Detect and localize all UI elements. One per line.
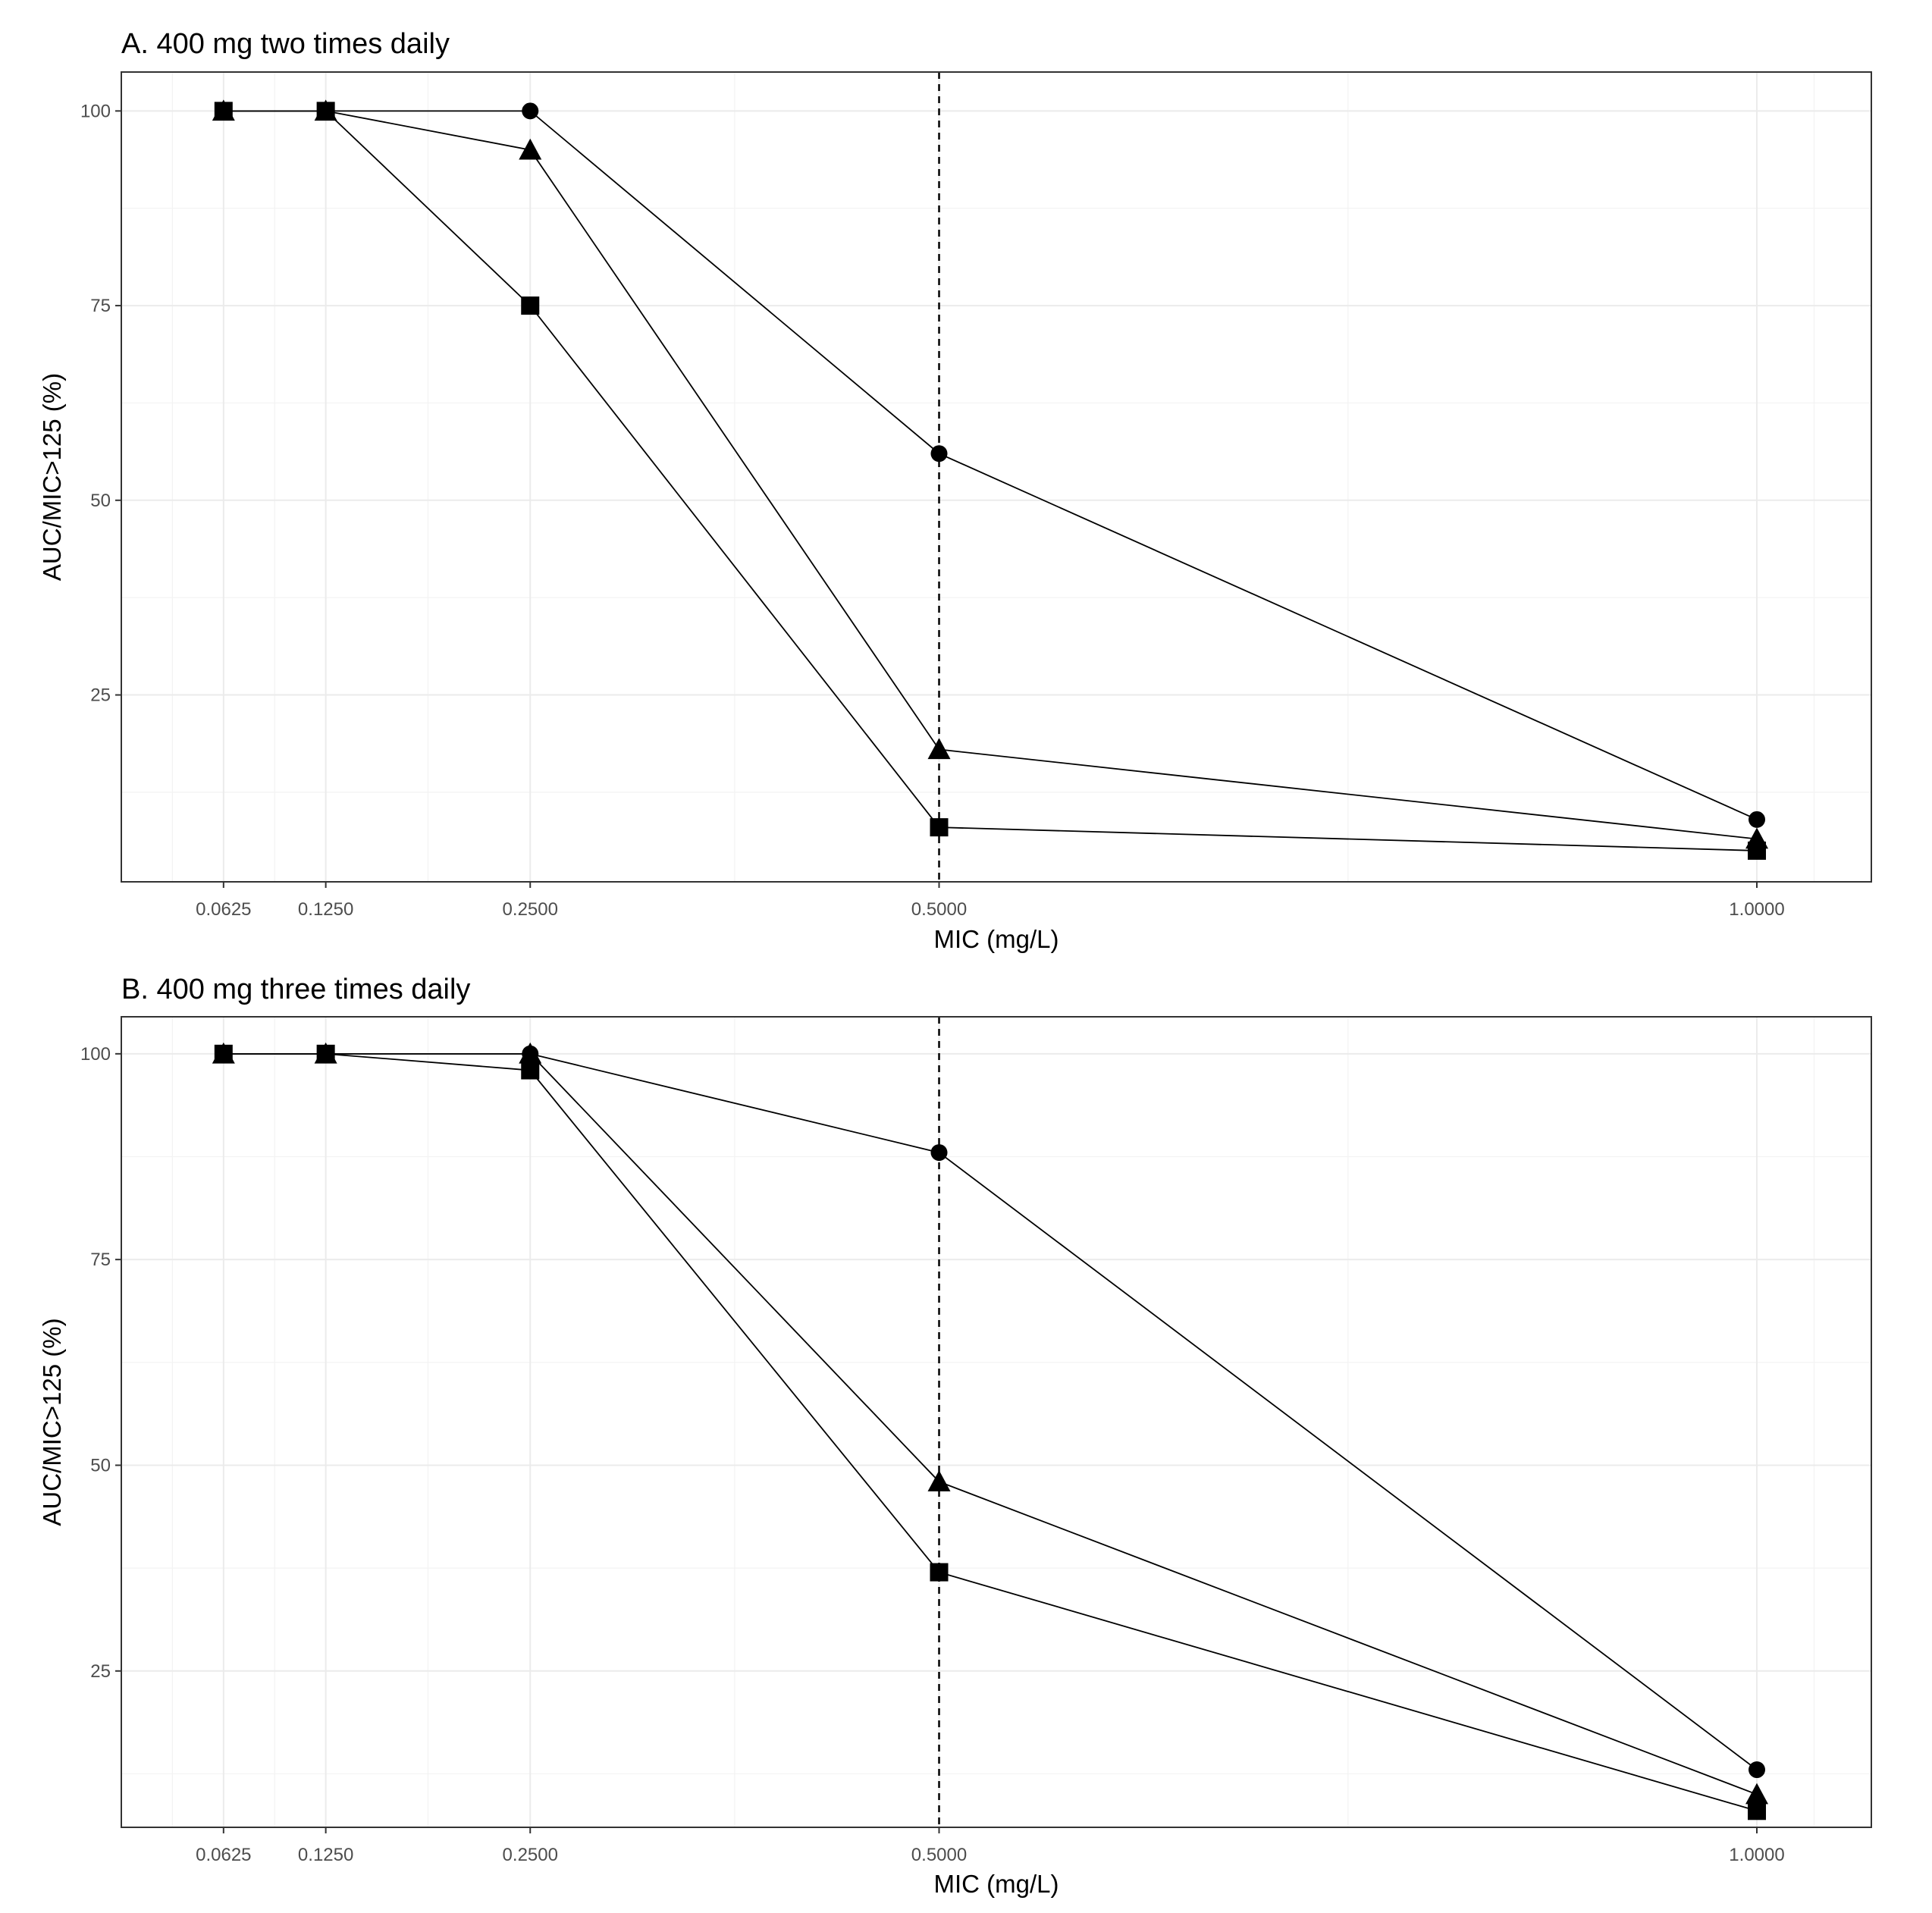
y-tick-label: 25 xyxy=(90,1661,111,1682)
y-tick-label: 50 xyxy=(90,1455,111,1476)
series-line-triangle xyxy=(223,1052,1758,1795)
point-circle xyxy=(1749,811,1766,828)
x-tick-label: 1.0000 xyxy=(1729,1845,1784,1865)
point-square xyxy=(521,296,540,315)
point-circle xyxy=(930,1144,948,1162)
y-tick-label: 25 xyxy=(90,685,111,706)
x-tick-label: 0.2500 xyxy=(503,899,558,920)
point-square xyxy=(1748,841,1767,860)
x-tick-label: 0.2500 xyxy=(503,1845,558,1865)
y-tick-label: 75 xyxy=(90,296,111,316)
x-tick-label: 0.1250 xyxy=(298,899,353,920)
x-tick-label: 0.0625 xyxy=(196,899,251,920)
y-tick-label: 100 xyxy=(80,101,111,121)
point-triangle xyxy=(1745,1783,1769,1805)
point-square xyxy=(930,1563,949,1582)
y-tick-label: 100 xyxy=(80,1044,111,1065)
point-circle xyxy=(1749,1761,1766,1779)
point-square xyxy=(521,1061,540,1080)
point-triangle xyxy=(519,138,542,160)
x-tick-label: 0.5000 xyxy=(911,1845,967,1865)
panel-b: 0.0625 0.1250 0.2500 0.5000 1.0000 25 50 75 100 B… xyxy=(38,974,1872,1898)
point-triangle xyxy=(519,1042,542,1064)
y-tick-label: 75 xyxy=(90,1250,111,1270)
x-tick-label: 0.5000 xyxy=(911,899,967,920)
panel-title: A. 400 mg two times daily xyxy=(121,28,450,60)
point-square xyxy=(316,102,335,121)
series-line-circle xyxy=(223,1052,1758,1770)
point-square xyxy=(214,102,233,121)
point-square xyxy=(316,1044,335,1063)
x-tick-label: 0.0625 xyxy=(196,1845,251,1865)
panel-a: 0.0625 0.1250 0.2500 0.5000 1.0000 25 50 75 100 A… xyxy=(38,28,1872,953)
point-circle xyxy=(522,102,539,120)
point-square xyxy=(930,818,949,837)
panel-title: B. 400 mg three times daily xyxy=(121,974,470,1005)
point-triangle xyxy=(927,1470,951,1491)
series-line-triangle xyxy=(223,110,1758,840)
x-tick-label: 1.0000 xyxy=(1729,899,1784,920)
point-circle xyxy=(930,445,948,463)
series-line-square xyxy=(223,110,1758,851)
y-axis-title: AUC/MIC>125 (%) xyxy=(38,373,66,581)
x-axis-title: MIC (mg/L) xyxy=(934,1870,1059,1898)
x-tick-label: 0.1250 xyxy=(298,1845,353,1865)
point-square xyxy=(214,1044,233,1063)
point-square xyxy=(1748,1802,1767,1820)
point-triangle xyxy=(927,738,951,760)
y-axis-title: AUC/MIC>125 (%) xyxy=(38,1318,66,1526)
series-line-circle xyxy=(223,110,1758,820)
panel-border xyxy=(121,71,1872,883)
x-axis-title: MIC (mg/L) xyxy=(934,925,1059,953)
panel-border xyxy=(121,1016,1872,1828)
series-line-square xyxy=(223,1052,1758,1812)
y-tick-label: 50 xyxy=(90,491,111,511)
